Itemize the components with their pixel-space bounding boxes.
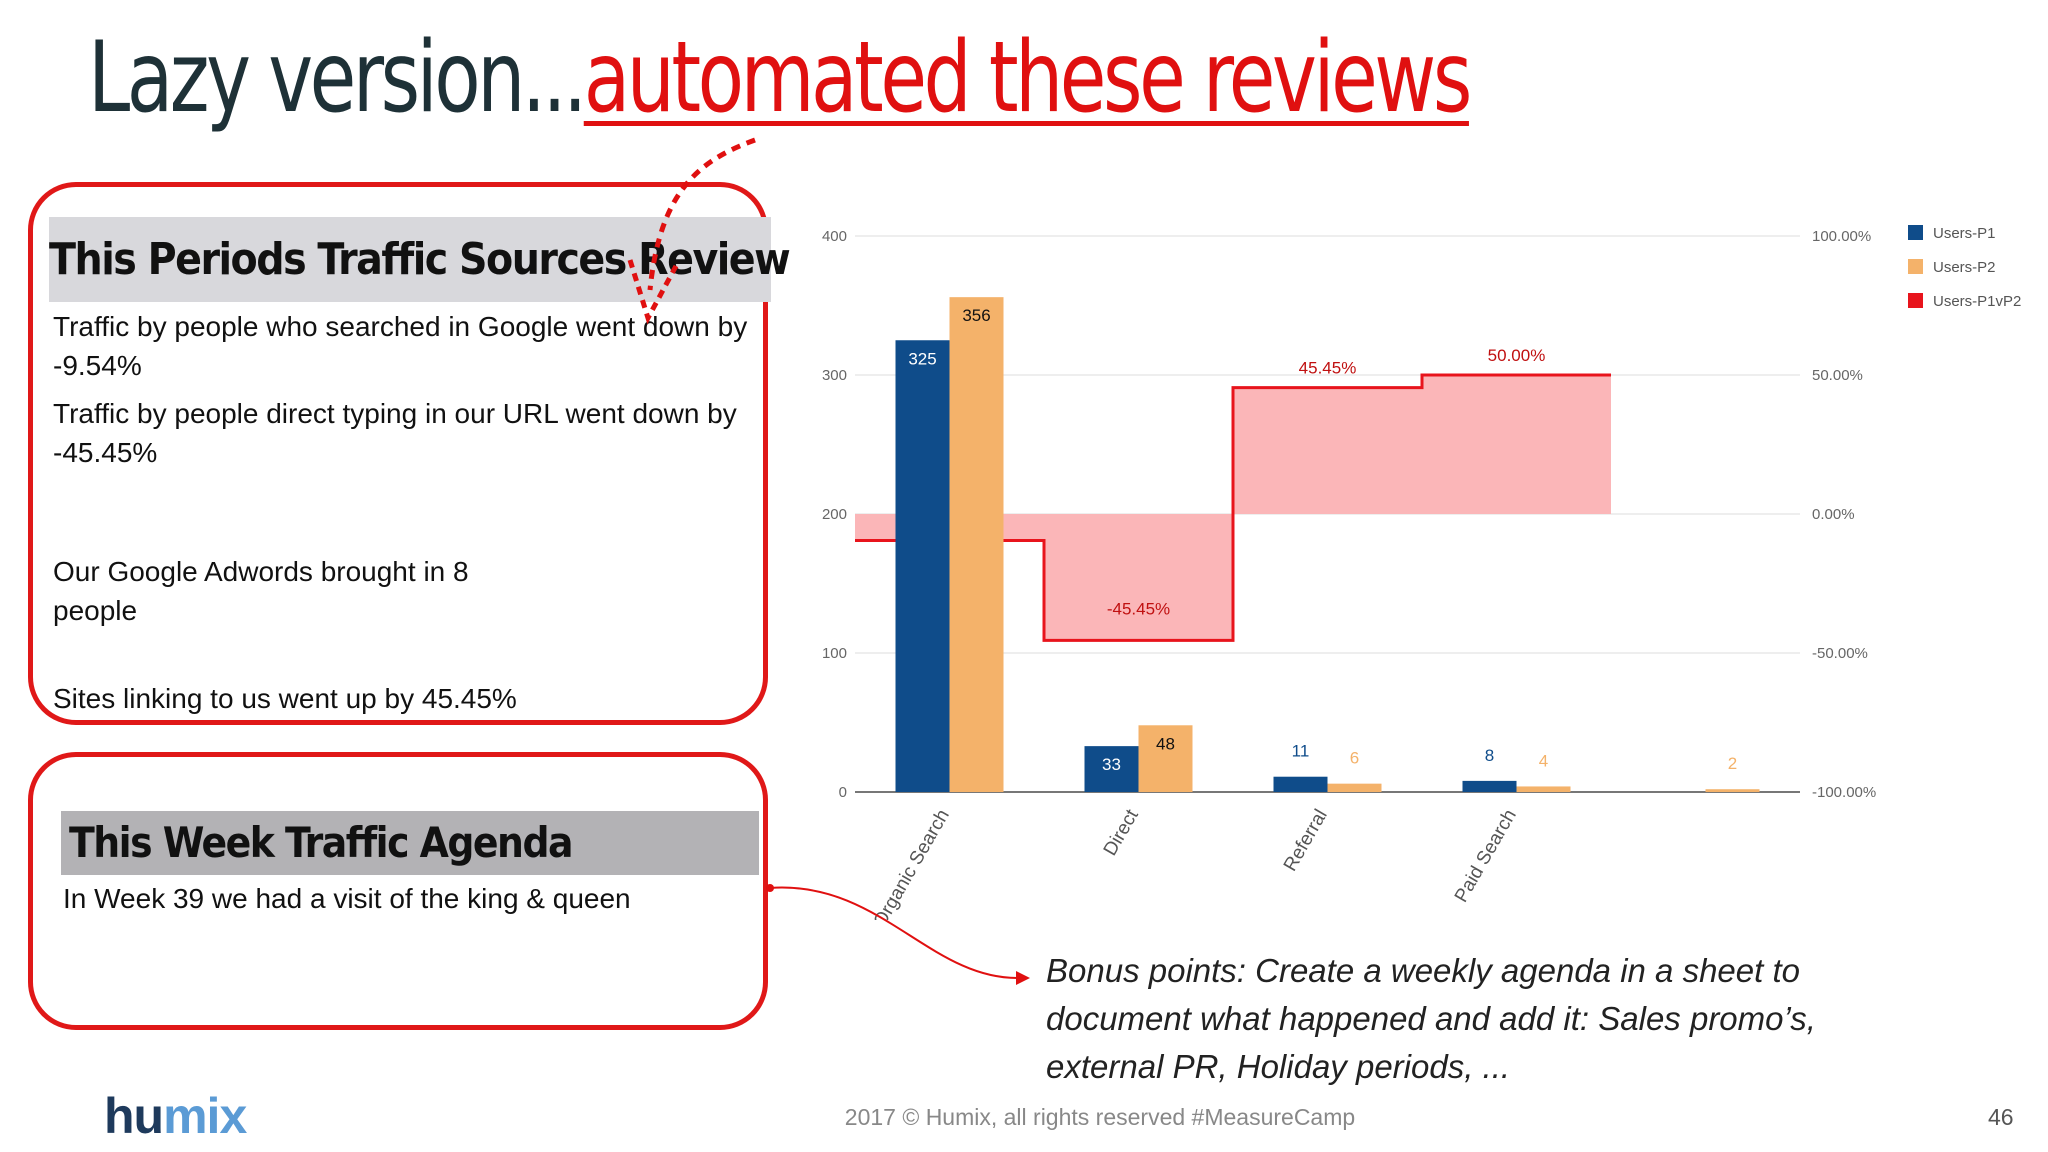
y-tick-right-3: 50.00%: [1812, 367, 1863, 384]
bar-p1-2: [1273, 776, 1328, 792]
page-number: 46: [1988, 1104, 2014, 1130]
review-panel: This Periods Traffic Sources Review Traf…: [28, 182, 791, 725]
legend-item-p1: Users-P1: [1908, 225, 1996, 242]
logo-part1: hu: [104, 1088, 164, 1144]
review-panel-header: This Periods Traffic Sources Review: [49, 217, 791, 302]
bar-p1-1: [1084, 746, 1139, 792]
legend-label-p2: Users-P2: [1933, 259, 1996, 276]
x-tick-2: Referral: [1280, 806, 1332, 875]
legend-label-p1: Users-P1: [1933, 225, 1996, 242]
agenda-panel-header: This Week Traffic Agenda: [61, 811, 759, 875]
y-tick-right-0: -100.00%: [1812, 784, 1876, 801]
area-segment-2: [1233, 387, 1422, 514]
bar-label-p1-0: 325: [908, 349, 936, 368]
legend-swatch-p1: [1908, 225, 1923, 240]
bar-label-p2-0: 356: [962, 306, 990, 325]
legend-item-p1vp2: Users-P1vP2: [1908, 293, 2021, 310]
review-line-organic: Traffic by people who searched in Google…: [53, 311, 748, 381]
bar-label-p1-2: 11: [1292, 742, 1310, 761]
bar-label-p2-4: 2: [1728, 754, 1737, 773]
legend-item-p2: Users-P2: [1908, 259, 1996, 276]
x-tick-1: Direct: [1100, 805, 1143, 859]
legend-swatch-p2: [1908, 259, 1923, 274]
review-line-adwords: Our Google Adwords brought in 8 people: [53, 556, 469, 626]
y-tick-left-4: 400: [822, 228, 847, 245]
area-segment-1: [1044, 514, 1233, 641]
humix-logo: humix: [104, 1087, 247, 1145]
title-highlight: automated these reviews: [583, 21, 1473, 135]
logo-part2: mix: [163, 1088, 247, 1144]
bar-label-p2-3: 4: [1539, 751, 1548, 770]
y-tick-right-2: 0.00%: [1812, 506, 1855, 523]
area-segment-3: [1422, 375, 1611, 514]
bar-p2-4: [1705, 789, 1760, 792]
y-tick-left-2: 200: [822, 506, 847, 523]
y-tick-left-3: 300: [822, 367, 847, 384]
y-tick-left-1: 100: [822, 645, 847, 662]
traffic-chart: 0 100 200 300 400 -100.00% -50.00% 0.00% 50.00% 1…: [822, 228, 1876, 920]
agenda-panel: This Week Traffic Agenda In Week 39 we h…: [28, 752, 768, 1030]
bar-label-p2-2: 6: [1350, 749, 1359, 768]
bar-p2-1: [1138, 725, 1193, 792]
slide-title: Lazy version...automated these reviews: [88, 20, 1473, 138]
p1vp2-label-1: -45.45%: [1107, 599, 1170, 618]
footer-copyright: 2017 © Humix, all rights reserved #Measu…: [844, 1104, 1356, 1130]
bar-p1-0: [895, 340, 950, 792]
x-tick-0: Organic Search: [870, 806, 954, 920]
bar-label-p1-1: 33: [1102, 755, 1121, 774]
p1vp2-label-3: 50.00%: [1488, 346, 1546, 365]
bar-p2-3: [1516, 786, 1571, 792]
p1vp2-label-2: 45.45%: [1299, 359, 1357, 378]
review-line-direct: Traffic by people direct typing in our U…: [53, 398, 737, 468]
review-line-referral: Sites linking to us went up by 45.45%: [53, 683, 517, 714]
y-tick-left-0: 0: [839, 784, 847, 801]
x-tick-3: Paid Search: [1451, 806, 1521, 906]
agenda-line: In Week 39 we had a visit of the king & …: [63, 883, 631, 914]
title-plain: Lazy version...: [88, 21, 587, 135]
connector-arrow-head: [1016, 971, 1030, 985]
bonus-text: Bonus points: Create a weekly agenda in …: [1046, 952, 1816, 1085]
bar-p2-0: [949, 297, 1004, 792]
bar-label-p2-1: 48: [1156, 734, 1175, 753]
y-tick-right-1: -50.00%: [1812, 645, 1868, 662]
bar-label-p1-3: 8: [1485, 746, 1494, 765]
p1vp2-step-line: [855, 373, 1611, 642]
bar-p1-3: [1462, 780, 1517, 792]
y-tick-right-4: 100.00%: [1812, 228, 1871, 245]
legend-swatch-p1vp2: [1908, 293, 1923, 308]
legend-label-p1vp2: Users-P1vP2: [1933, 293, 2022, 310]
bar-p2-2: [1327, 783, 1382, 792]
